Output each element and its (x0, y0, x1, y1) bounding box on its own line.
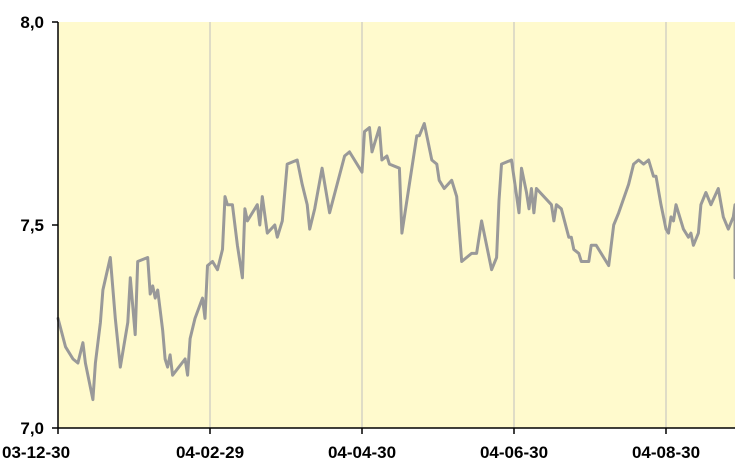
y-tick-label: 7,0 (20, 419, 44, 438)
x-tick-label: 04-02-29 (176, 443, 244, 462)
x-tick-label: 04-04-30 (328, 443, 396, 462)
x-tick-label: 04-08-30 (632, 443, 700, 462)
y-axis-ticks: 8,0 7,5 7,0 (20, 13, 58, 438)
y-tick-label: 8,0 (20, 13, 44, 32)
y-tick-label: 7,5 (20, 216, 44, 235)
x-tick-label: 04-06-30 (480, 443, 548, 462)
x-axis-ticks: 03-12-30 04-02-29 04-04-30 04-06-30 04-08-30 (2, 428, 700, 462)
x-tick-label: 03-12-30 (2, 443, 70, 462)
plot-area-background (58, 22, 735, 428)
series-line (56, 122, 735, 402)
